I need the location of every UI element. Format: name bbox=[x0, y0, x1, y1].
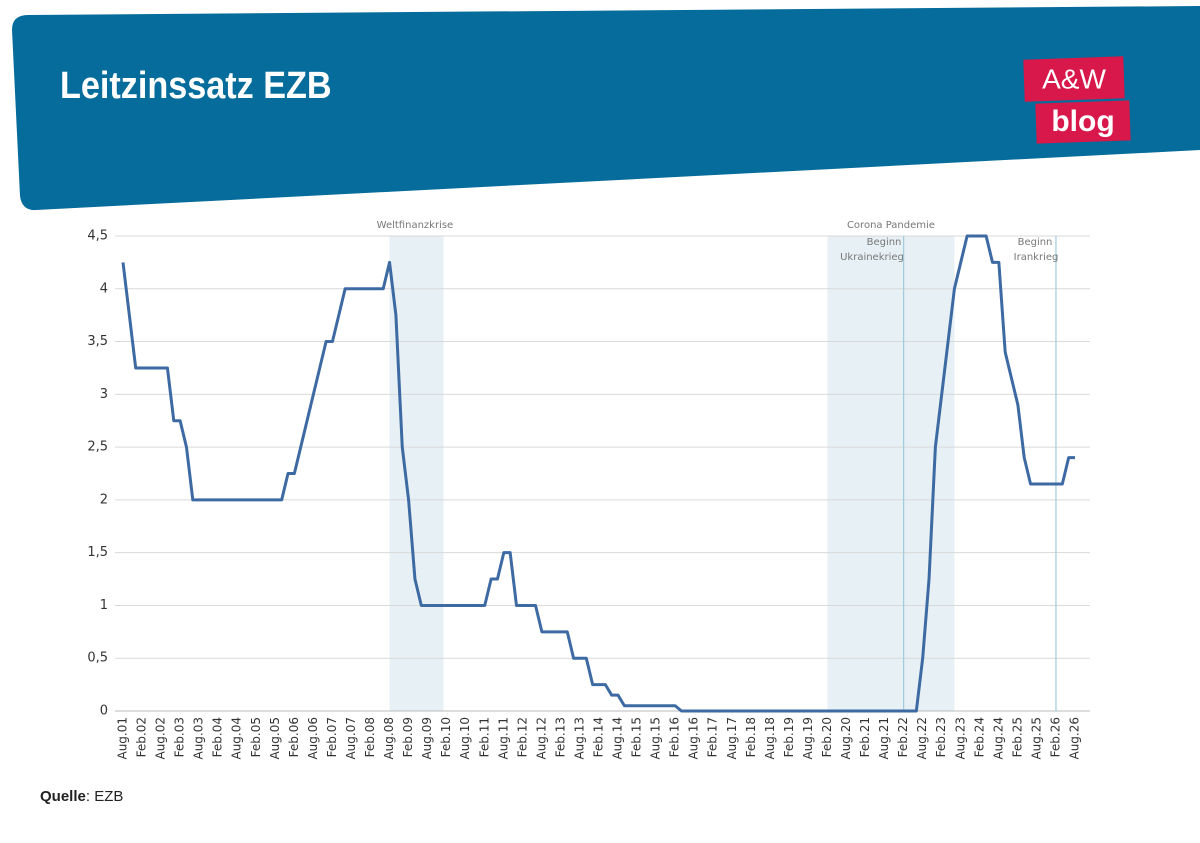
annotation: Irankrieg bbox=[1014, 252, 1059, 263]
x-tick-label: Aug.24 bbox=[991, 717, 1005, 760]
x-tick-label: Aug.16 bbox=[687, 717, 701, 760]
x-tick-label: Aug.22 bbox=[915, 717, 929, 760]
x-tick-label: Aug.21 bbox=[877, 717, 891, 760]
x-tick-label: Feb.17 bbox=[706, 717, 720, 757]
x-tick-label: Aug.02 bbox=[154, 717, 168, 760]
x-tick-label: Aug.09 bbox=[420, 717, 434, 760]
page-title: Leitzinssatz EZB bbox=[60, 63, 332, 106]
x-tick-label: Aug.19 bbox=[801, 717, 815, 760]
x-tick-label: Feb.23 bbox=[934, 717, 948, 757]
annotation: Ukrainekrieg bbox=[840, 252, 904, 263]
x-tick-label: Feb.06 bbox=[287, 717, 301, 757]
x-tick-label: Feb.12 bbox=[515, 717, 529, 757]
source: Quelle: EZB bbox=[40, 788, 123, 805]
y-tick-label: 4,5 bbox=[87, 229, 108, 244]
x-tick-label: Feb.25 bbox=[1010, 717, 1024, 757]
x-tick-label: Aug.14 bbox=[611, 717, 625, 760]
x-tick-label: Aug.10 bbox=[458, 717, 472, 760]
y-tick-label: 3,5 bbox=[87, 334, 108, 349]
x-tick-label: Feb.18 bbox=[744, 717, 758, 757]
x-tick-label: Aug.25 bbox=[1029, 717, 1043, 760]
x-tick-label: Feb.14 bbox=[592, 717, 606, 757]
y-tick-label: 3 bbox=[100, 387, 108, 402]
x-tick-label: Feb.08 bbox=[363, 717, 377, 757]
x-tick-label: Aug.26 bbox=[1068, 717, 1082, 760]
annotation: Beginn bbox=[867, 237, 902, 248]
x-tick-label: Feb.04 bbox=[211, 717, 225, 757]
x-tick-label: Aug.06 bbox=[306, 717, 320, 760]
x-tick-label: Aug.13 bbox=[572, 717, 586, 760]
x-tick-label: Aug.05 bbox=[268, 717, 282, 760]
x-tick-label: Aug.07 bbox=[344, 717, 358, 760]
logo-text: A&W bbox=[1042, 63, 1106, 94]
x-tick-label: Feb.21 bbox=[858, 717, 872, 757]
x-tick-label: Feb.02 bbox=[135, 717, 149, 757]
x-tick-label: Feb.13 bbox=[553, 717, 567, 757]
logo-box bbox=[1035, 100, 1131, 144]
x-tick-label: Feb.05 bbox=[249, 717, 263, 757]
y-tick-label: 0,5 bbox=[87, 651, 108, 666]
x-tick-label: Feb.03 bbox=[173, 717, 187, 757]
x-tick-label: Aug.08 bbox=[382, 717, 396, 760]
x-tick-label: Aug.04 bbox=[230, 717, 244, 760]
source-label: Quelle bbox=[40, 788, 86, 805]
x-tick-label: Feb.11 bbox=[477, 717, 491, 757]
x-tick-label: Aug.11 bbox=[496, 717, 510, 760]
header-band bbox=[12, 6, 1200, 211]
x-tick-label: Feb.15 bbox=[630, 717, 644, 757]
plot: 0 0,5 1 1,5 2 2,5 3 3,5 4 4,5 Weltfinanzkrise Coron… bbox=[87, 220, 1090, 760]
x-tick-label: Feb.26 bbox=[1048, 717, 1062, 757]
annotation: Corona Pandemie bbox=[847, 220, 935, 231]
y-tick-label: 1,5 bbox=[87, 545, 108, 560]
y-tick-label: 4 bbox=[100, 281, 108, 296]
x-tick-label: Aug.18 bbox=[763, 717, 777, 760]
x-tick-label: Aug.20 bbox=[839, 717, 853, 760]
x-tick-label: Aug.01 bbox=[116, 717, 130, 760]
logo-text: blog bbox=[1051, 105, 1114, 138]
x-tick-label: Feb.22 bbox=[896, 717, 910, 757]
x-tick-label: Feb.09 bbox=[401, 717, 415, 757]
y-tick-label: 2 bbox=[100, 492, 108, 507]
logo-box bbox=[1023, 56, 1125, 102]
data-line bbox=[121, 234, 1075, 713]
y-tick-label: 1 bbox=[100, 598, 108, 613]
y-tick-label: 0 bbox=[100, 704, 108, 719]
x-tick-label: Feb.19 bbox=[782, 717, 796, 757]
source-text: : EZB bbox=[86, 788, 124, 805]
x-tick-label: Aug.17 bbox=[725, 717, 739, 760]
x-tick-label: Feb.10 bbox=[439, 717, 453, 757]
x-tick-label: Feb.20 bbox=[820, 717, 834, 757]
annotation: Weltfinanzkrise bbox=[377, 220, 454, 231]
x-tick-label: Feb.07 bbox=[325, 717, 339, 757]
x-tick-label: Feb.24 bbox=[972, 717, 986, 757]
shade-crisis bbox=[389, 236, 444, 711]
x-tick-label: Aug.03 bbox=[192, 717, 206, 760]
x-tick-label: Aug.12 bbox=[534, 717, 548, 760]
x-tick-label: Aug.15 bbox=[649, 717, 663, 760]
y-tick-label: 2,5 bbox=[87, 440, 108, 455]
x-tick-label: Feb.16 bbox=[668, 717, 682, 757]
annotation: Beginn bbox=[1018, 237, 1053, 248]
x-tick-label: Aug.23 bbox=[953, 717, 967, 760]
